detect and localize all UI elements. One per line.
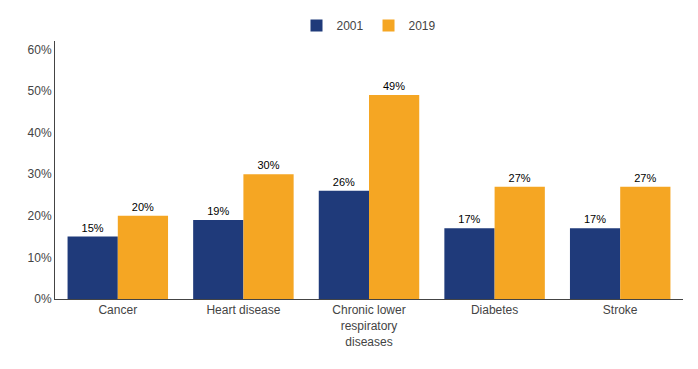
svg-text:Chronic lowerrespiratorydiseas: Chronic lowerrespiratorydiseases [332,303,405,348]
svg-text:10%: 10% [28,251,52,265]
svg-text:Diabetes: Diabetes [471,303,518,317]
svg-text:49%: 49% [383,80,405,92]
svg-text:2019: 2019 [409,19,436,33]
svg-text:40%: 40% [28,126,52,140]
svg-text:15%: 15% [82,222,104,234]
svg-text:Heart disease: Heart disease [206,303,280,317]
svg-text:20%: 20% [28,209,52,223]
svg-text:Cancer: Cancer [98,303,137,317]
svg-text:50%: 50% [28,84,52,98]
svg-text:30%: 30% [257,159,279,171]
svg-text:27%: 27% [509,172,531,184]
svg-text:0%: 0% [34,292,52,306]
svg-text:Stroke: Stroke [603,303,638,317]
svg-text:27%: 27% [634,172,656,184]
svg-text:17%: 17% [458,213,480,225]
svg-text:2001: 2001 [337,19,364,33]
svg-text:26%: 26% [333,176,355,188]
svg-text:17%: 17% [584,213,606,225]
svg-text:19%: 19% [207,205,229,217]
svg-text:60%: 60% [28,43,52,57]
svg-text:30%: 30% [28,167,52,181]
svg-text:20%: 20% [132,201,154,213]
